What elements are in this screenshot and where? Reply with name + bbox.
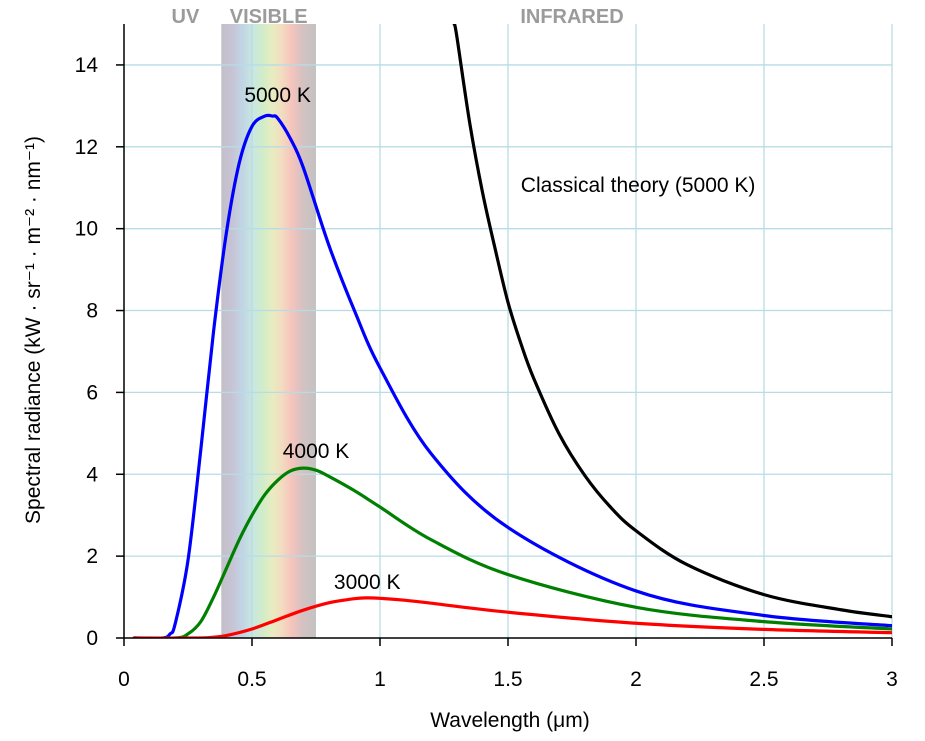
y-tick-label: 0 xyxy=(86,627,98,650)
annotation-classical-theory-5000-k: Classical theory (5000 K) xyxy=(521,174,756,197)
axis-ticks: 0 0.5 1 1.5 2 2.5 3 0 2 4 6 8 10 12 14 xyxy=(75,54,898,691)
x-tick-label: 1.5 xyxy=(493,668,522,691)
y-tick-label: 2 xyxy=(86,545,98,568)
region-label-visible: VISIBLE xyxy=(230,6,308,28)
series-line-5000-k xyxy=(132,113,892,638)
annotation-4000-k: 4000 K xyxy=(283,440,350,463)
x-tick-label: 2.5 xyxy=(749,668,778,691)
annotation-3000-k: 3000 K xyxy=(334,571,401,594)
spectral-regions xyxy=(221,24,316,638)
region-labels: UV VISIBLE INFRARED xyxy=(172,6,624,28)
series-line-4000-k xyxy=(132,466,892,638)
annotation-5000-k: 5000 K xyxy=(244,84,311,107)
series-line-3000-k xyxy=(132,596,892,638)
series-line-classical-theory-5000-k xyxy=(452,24,892,619)
y-axis-title: Spectral radiance (kW · sr⁻¹ · m⁻² · nm⁻… xyxy=(22,136,45,524)
y-tick-label: 14 xyxy=(75,54,99,77)
curve-annotations: 5000 K 4000 K 3000 K Classical theory (5000… xyxy=(244,84,755,594)
y-tick-label: 8 xyxy=(86,300,98,323)
region-label-infrared: INFRARED xyxy=(520,6,623,28)
y-tick-label: 10 xyxy=(75,218,98,241)
x-tick-label: 0 xyxy=(118,668,130,691)
x-tick-label: 0.5 xyxy=(237,668,266,691)
x-tick-label: 1 xyxy=(374,668,386,691)
y-tick-label: 6 xyxy=(86,381,98,404)
series-lines xyxy=(132,24,892,638)
y-tick-label: 4 xyxy=(86,463,98,486)
y-tick-label: 12 xyxy=(75,136,98,159)
grid-lines xyxy=(124,24,893,638)
x-tick-label: 2 xyxy=(630,668,642,691)
visible-band xyxy=(221,24,316,638)
x-tick-label: 3 xyxy=(886,668,898,691)
region-label-uv: UV xyxy=(172,6,200,28)
x-axis-title: Wavelength (μm) xyxy=(430,709,590,732)
